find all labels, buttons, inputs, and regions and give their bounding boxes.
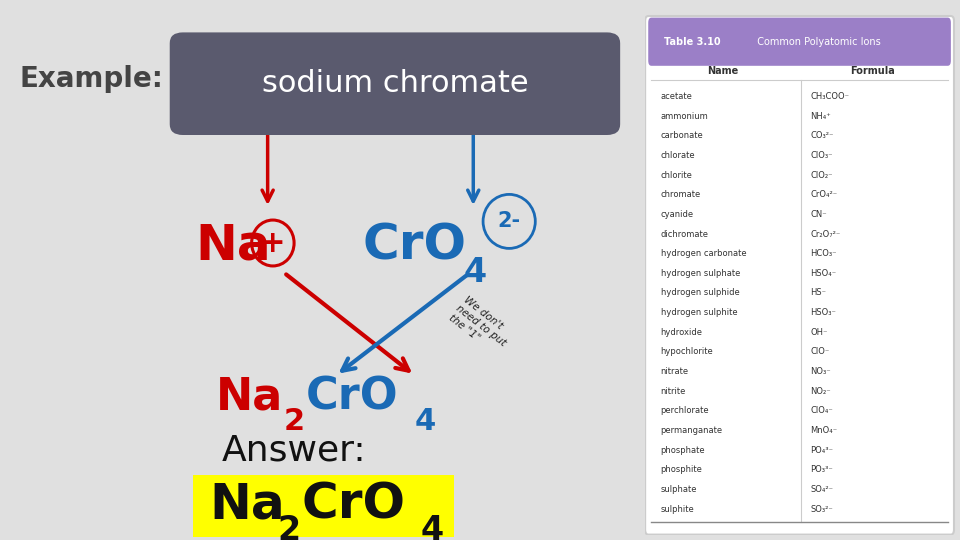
Text: Na: Na [196, 222, 272, 269]
Text: 4: 4 [421, 514, 444, 540]
Text: HCO₃⁻: HCO₃⁻ [810, 249, 837, 258]
Text: sulphite: sulphite [660, 504, 694, 514]
Text: hydrogen carbonate: hydrogen carbonate [660, 249, 746, 258]
Text: CH₃COO⁻: CH₃COO⁻ [810, 92, 850, 101]
Text: CN⁻: CN⁻ [810, 210, 828, 219]
Text: SO₃²⁻: SO₃²⁻ [810, 504, 833, 514]
Text: 4: 4 [464, 256, 487, 289]
Text: ClO⁻: ClO⁻ [810, 347, 829, 356]
Text: Na: Na [215, 375, 282, 418]
Text: hypochlorite: hypochlorite [660, 347, 713, 356]
Text: Cr₂O₇²⁻: Cr₂O₇²⁻ [810, 230, 841, 239]
Text: Table 3.10: Table 3.10 [664, 37, 720, 46]
Text: 2-: 2- [497, 211, 520, 232]
Text: phosphate: phosphate [660, 446, 706, 455]
FancyBboxPatch shape [193, 475, 454, 537]
Text: acetate: acetate [660, 92, 692, 101]
Text: NO₃⁻: NO₃⁻ [810, 367, 831, 376]
Text: carbonate: carbonate [660, 131, 704, 140]
Text: chlorite: chlorite [660, 171, 692, 180]
Text: ClO₃⁻: ClO₃⁻ [810, 151, 833, 160]
Text: permanganate: permanganate [660, 426, 723, 435]
Text: chlorate: chlorate [660, 151, 695, 160]
Text: MnO₄⁻: MnO₄⁻ [810, 426, 838, 435]
Text: NO₂⁻: NO₂⁻ [810, 387, 831, 396]
Text: HSO₄⁻: HSO₄⁻ [810, 269, 836, 278]
Text: CrO: CrO [305, 375, 398, 418]
Text: 2: 2 [277, 514, 300, 540]
Text: hydrogen sulphite: hydrogen sulphite [660, 308, 737, 317]
Text: ammonium: ammonium [660, 112, 708, 121]
Text: Formula: Formula [851, 66, 896, 76]
Text: HSO₃⁻: HSO₃⁻ [810, 308, 836, 317]
Text: cyanide: cyanide [660, 210, 694, 219]
Text: hydrogen sulphate: hydrogen sulphate [660, 269, 740, 278]
Text: nitrite: nitrite [660, 387, 686, 396]
Text: PO₄³⁻: PO₄³⁻ [810, 446, 833, 455]
Text: nitrate: nitrate [660, 367, 689, 376]
Text: We don't
need to put
the "1": We don't need to put the "1" [447, 294, 516, 357]
Text: perchlorate: perchlorate [660, 407, 709, 415]
Text: Na: Na [209, 481, 284, 529]
Text: PO₃³⁻: PO₃³⁻ [810, 465, 833, 474]
Text: Common Polyatomic Ions: Common Polyatomic Ions [752, 37, 881, 46]
Text: sodium chromate: sodium chromate [262, 69, 528, 98]
Text: OH⁻: OH⁻ [810, 328, 828, 337]
FancyBboxPatch shape [645, 16, 954, 535]
Text: chromate: chromate [660, 190, 701, 199]
Text: sulphate: sulphate [660, 485, 697, 494]
Text: Answer:: Answer: [222, 434, 367, 468]
Text: CrO: CrO [301, 481, 405, 529]
Text: CrO₄²⁻: CrO₄²⁻ [810, 190, 838, 199]
Text: hydroxide: hydroxide [660, 328, 703, 337]
FancyBboxPatch shape [648, 18, 950, 66]
Text: 2: 2 [284, 407, 305, 436]
Text: SO₄²⁻: SO₄²⁻ [810, 485, 833, 494]
Text: ClO₂⁻: ClO₂⁻ [810, 171, 833, 180]
Text: Example:: Example: [19, 65, 163, 93]
Text: 4: 4 [415, 407, 436, 436]
Text: ClO₄⁻: ClO₄⁻ [810, 407, 833, 415]
Text: dichromate: dichromate [660, 230, 708, 239]
Text: hydrogen sulphide: hydrogen sulphide [660, 288, 739, 298]
Text: CrO: CrO [362, 222, 467, 269]
Text: phosphite: phosphite [660, 465, 703, 474]
Text: NH₄⁺: NH₄⁺ [810, 112, 831, 121]
FancyBboxPatch shape [170, 32, 620, 135]
Text: +: + [260, 228, 286, 258]
Text: HS⁻: HS⁻ [810, 288, 827, 298]
Text: Name: Name [708, 66, 739, 76]
Text: CO₃²⁻: CO₃²⁻ [810, 131, 834, 140]
